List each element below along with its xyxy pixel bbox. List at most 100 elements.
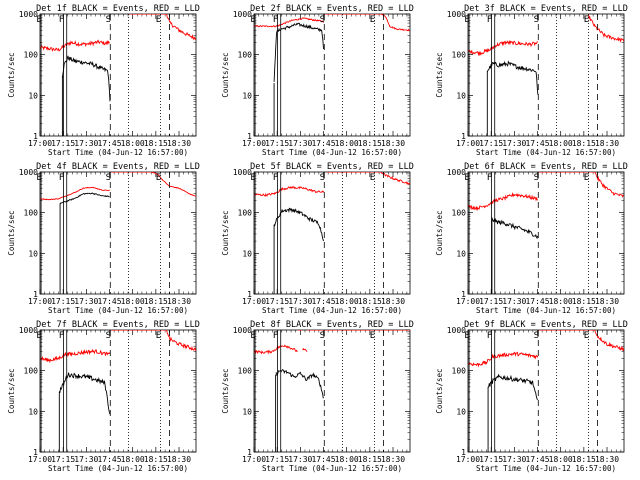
x-axis-label: Start Time (04-Jun-12 16:57:00) [48, 464, 188, 473]
time-marker-label: F [273, 331, 278, 341]
x-axis-label: Start Time (04-Jun-12 16:57:00) [476, 306, 616, 315]
x-axis-label: Start Time (04-Jun-12 16:57:00) [262, 464, 402, 473]
detector-panel: Det 8f BLACK = Events, RED = LLD 1 10 100 10… [221, 320, 414, 473]
x-tick-label: 17:15 [265, 297, 289, 306]
x-tick-label: 17:30 [502, 455, 526, 464]
x-tick-label: 18:00 [335, 455, 359, 464]
y-tick-label: 100 [24, 209, 39, 218]
time-marker-label: E [464, 331, 469, 341]
lld-series-line [254, 344, 298, 355]
series-group [40, 172, 196, 294]
lld-series-line [254, 17, 324, 28]
lld-series-line [539, 172, 624, 198]
x-tick-label: 18:15 [572, 297, 596, 306]
x-tick-label: 17:15 [479, 455, 503, 464]
x-tick-label: 17:45 [525, 297, 549, 306]
detector-panel: Det 1f BLACK = Events, RED = LLD 1 10 100 10… [7, 4, 200, 157]
time-marker-label: E [36, 331, 41, 341]
y-axis-label: Counts/sec [7, 52, 16, 97]
detector-panel: Det 3f BLACK = Events, RED = LLD 1 10 100 10… [435, 4, 628, 157]
x-tick-label: 17:30 [502, 139, 526, 148]
lld-series-line [111, 330, 196, 351]
x-tick-label: 17:45 [97, 297, 121, 306]
time-marker-label: E [584, 331, 589, 341]
y-axis-label: Counts/sec [7, 368, 16, 413]
x-tick-label: 17:15 [51, 297, 75, 306]
y-tick-label: 10 [28, 249, 38, 258]
time-marker-label: F [273, 173, 278, 183]
time-marker-label: F [487, 331, 492, 341]
x-tick-label: 18:00 [549, 139, 573, 148]
series-group [254, 172, 410, 294]
x-tick-label: 18:15 [572, 455, 596, 464]
x-tick-label: 17:15 [265, 455, 289, 464]
y-tick-label: 1 [33, 290, 38, 299]
events-series-line [59, 192, 110, 204]
x-axis-label: Start Time (04-Jun-12 16:57:00) [48, 306, 188, 315]
y-tick-label: 1000 [19, 168, 38, 177]
y-tick-label: 1000 [233, 10, 252, 19]
y-tick-label: 100 [238, 209, 253, 218]
x-tick-label: 18:00 [121, 139, 145, 148]
time-marker-label: E [370, 15, 375, 25]
time-marker-label: E [250, 173, 255, 183]
x-tick-label: 18:15 [144, 297, 168, 306]
y-tick-label: 100 [452, 367, 467, 376]
x-tick-label: 17:45 [311, 297, 335, 306]
y-tick-label: 10 [28, 407, 38, 416]
y-tick-label: 100 [452, 51, 467, 60]
y-tick-label: 1 [33, 448, 38, 457]
y-tick-label: 1000 [233, 168, 252, 177]
time-marker-label: E [464, 15, 469, 25]
x-tick-label: 18:15 [358, 297, 382, 306]
x-tick-label: 18:30 [595, 455, 619, 464]
time-marker-label: S [534, 331, 539, 341]
time-marker-label: E [584, 173, 589, 183]
x-tick-label: 18:00 [121, 455, 145, 464]
x-tick-label: 17:00 [28, 297, 52, 306]
y-axis-label: Counts/sec [435, 210, 444, 255]
x-tick-label: 17:00 [456, 455, 480, 464]
time-marker-label: E [464, 173, 469, 183]
detector-panel: Det 2f BLACK = Events, RED = LLD 1 10 100 10… [221, 4, 414, 157]
panel-title: Det 1f BLACK = Events, RED = LLD [36, 4, 200, 14]
x-tick-label: 17:30 [288, 297, 312, 306]
time-marker-label: E [156, 331, 161, 341]
y-tick-label: 1 [461, 290, 466, 299]
x-tick-label: 17:15 [479, 139, 503, 148]
y-axis-label: Counts/sec [221, 52, 230, 97]
x-tick-label: 18:15 [144, 139, 168, 148]
time-marker-label: F [59, 331, 64, 341]
detector-panel: Det 7f BLACK = Events, RED = LLD 1 10 100 10… [7, 320, 200, 473]
y-tick-label: 1000 [447, 10, 466, 19]
x-tick-label: 18:15 [358, 455, 382, 464]
time-marker-label: S [534, 15, 539, 25]
x-tick-label: 17:00 [28, 455, 52, 464]
x-tick-label: 17:00 [242, 139, 266, 148]
time-marker-label: F [59, 15, 64, 25]
lld-series-line [111, 172, 196, 197]
y-tick-label: 1000 [447, 326, 466, 335]
lld-series-line [325, 14, 410, 32]
y-tick-label: 1 [33, 132, 38, 141]
detector-panel: Det 9f BLACK = Events, RED = LLD 1 10 100 10… [435, 320, 628, 473]
x-tick-label: 17:15 [265, 139, 289, 148]
x-tick-label: 18:30 [167, 139, 191, 148]
time-marker-label: E [370, 331, 375, 341]
lld-series-line [468, 351, 539, 368]
x-tick-label: 17:45 [525, 455, 549, 464]
x-tick-label: 17:45 [311, 455, 335, 464]
panel-title: Det 7f BLACK = Events, RED = LLD [36, 320, 200, 330]
detector-panel: Det 5f BLACK = Events, RED = LLD 1 10 100 10… [221, 162, 414, 315]
panel-title: Det 6f BLACK = Events, RED = LLD [464, 162, 628, 172]
series-group [254, 14, 410, 136]
x-tick-label: 17:00 [242, 455, 266, 464]
x-tick-label: 18:30 [167, 297, 191, 306]
y-axis-label: Counts/sec [221, 368, 230, 413]
x-tick-label: 18:15 [572, 139, 596, 148]
panel-title: Det 3f BLACK = Events, RED = LLD [464, 4, 628, 14]
y-tick-label: 1 [247, 290, 252, 299]
y-tick-label: 100 [24, 51, 39, 60]
y-tick-label: 1000 [447, 168, 466, 177]
